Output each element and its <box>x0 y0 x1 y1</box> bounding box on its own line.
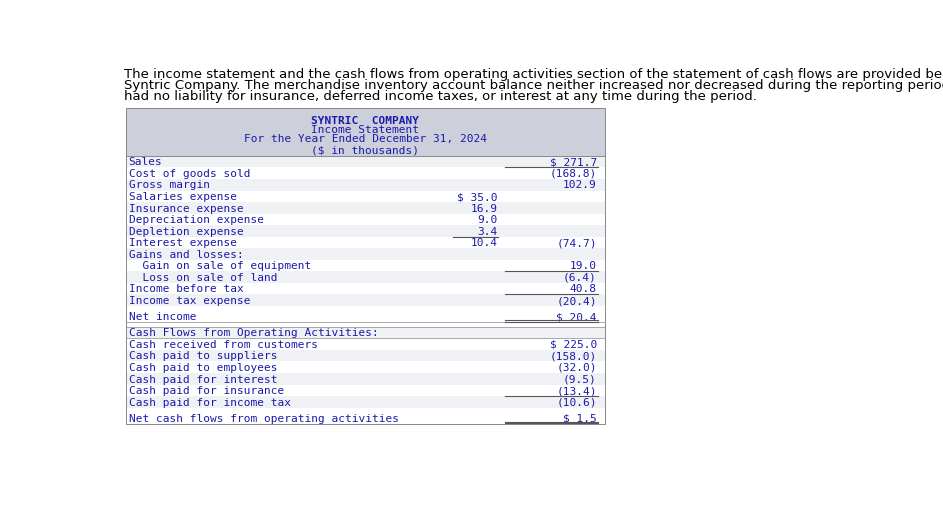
Text: 10.4: 10.4 <box>471 238 498 248</box>
Text: Income tax expense: Income tax expense <box>129 296 250 306</box>
Bar <box>125 412 604 424</box>
Text: Gross margin: Gross margin <box>129 181 209 190</box>
Text: Cash paid for interest: Cash paid for interest <box>129 375 277 384</box>
Bar <box>125 108 604 156</box>
Bar <box>125 214 604 225</box>
Text: 9.0: 9.0 <box>477 215 498 225</box>
Text: For the Year Ended December 31, 2024: For the Year Ended December 31, 2024 <box>243 134 487 144</box>
Text: Cost of goods sold: Cost of goods sold <box>129 169 250 179</box>
Text: (168.8): (168.8) <box>550 169 597 179</box>
Text: Gains and losses:: Gains and losses: <box>129 250 243 260</box>
Bar <box>125 384 604 396</box>
Text: 3.4: 3.4 <box>477 227 498 237</box>
Bar <box>125 361 604 373</box>
Bar <box>125 327 604 338</box>
Text: (32.0): (32.0) <box>556 363 597 373</box>
Bar <box>125 190 604 202</box>
Text: $ 1.5: $ 1.5 <box>563 414 597 424</box>
Bar <box>125 108 604 424</box>
Text: Depreciation expense: Depreciation expense <box>129 215 264 225</box>
Text: 19.0: 19.0 <box>570 261 597 271</box>
Text: The income statement and the cash flows from operating activities section of the: The income statement and the cash flows … <box>124 68 943 81</box>
Bar <box>125 179 604 190</box>
Text: SYNTRIC  COMPANY: SYNTRIC COMPANY <box>311 116 419 126</box>
Text: Net income: Net income <box>129 312 196 322</box>
Bar <box>125 295 604 306</box>
Text: Sales: Sales <box>129 157 162 167</box>
Text: Cash Flows from Operating Activities:: Cash Flows from Operating Activities: <box>129 328 378 338</box>
Text: $ 35.0: $ 35.0 <box>457 192 498 202</box>
Text: Salaries expense: Salaries expense <box>129 192 237 202</box>
Bar <box>125 248 604 260</box>
Text: (20.4): (20.4) <box>556 296 597 306</box>
Bar <box>125 311 604 322</box>
Text: Cash paid to suppliers: Cash paid to suppliers <box>129 351 277 361</box>
Bar <box>125 225 604 237</box>
Bar <box>125 202 604 214</box>
Text: Cash paid for insurance: Cash paid for insurance <box>129 386 284 396</box>
Text: Net cash flows from operating activities: Net cash flows from operating activities <box>129 414 399 424</box>
Bar <box>125 396 604 408</box>
Text: Income Statement: Income Statement <box>311 125 419 135</box>
Bar <box>125 271 604 283</box>
Text: Cash received from customers: Cash received from customers <box>129 340 318 350</box>
Text: ($ in thousands): ($ in thousands) <box>311 145 419 155</box>
Text: 40.8: 40.8 <box>570 284 597 295</box>
Text: $ 20.4: $ 20.4 <box>556 312 597 322</box>
Text: $ 271.7: $ 271.7 <box>550 157 597 167</box>
Text: Loss on sale of land: Loss on sale of land <box>129 273 277 283</box>
Bar <box>125 260 604 271</box>
Text: Gain on sale of equipment: Gain on sale of equipment <box>129 261 311 271</box>
Text: (13.4): (13.4) <box>556 386 597 396</box>
Text: Income before tax: Income before tax <box>129 284 243 295</box>
Text: (10.6): (10.6) <box>556 398 597 408</box>
Bar <box>125 237 604 248</box>
Text: (9.5): (9.5) <box>563 375 597 384</box>
Text: Cash paid for income tax: Cash paid for income tax <box>129 398 290 408</box>
Text: 16.9: 16.9 <box>471 204 498 214</box>
Text: Interest expense: Interest expense <box>129 238 237 248</box>
Text: Depletion expense: Depletion expense <box>129 227 243 237</box>
Bar <box>125 156 604 167</box>
Text: Insurance expense: Insurance expense <box>129 204 243 214</box>
Bar <box>125 283 604 295</box>
Text: had no liability for insurance, deferred income taxes, or interest at any time d: had no liability for insurance, deferred… <box>124 90 757 103</box>
Text: $ 225.0: $ 225.0 <box>550 340 597 350</box>
Bar <box>125 350 604 361</box>
Text: Cash paid to employees: Cash paid to employees <box>129 363 277 373</box>
Text: 102.9: 102.9 <box>563 181 597 190</box>
Text: (6.4): (6.4) <box>563 273 597 283</box>
Bar <box>125 167 604 179</box>
Bar <box>125 338 604 350</box>
Text: Syntric Company. The merchandise inventory account balance neither increased nor: Syntric Company. The merchandise invento… <box>124 79 943 92</box>
Text: (158.0): (158.0) <box>550 351 597 361</box>
Text: (74.7): (74.7) <box>556 238 597 248</box>
Bar <box>125 373 604 384</box>
